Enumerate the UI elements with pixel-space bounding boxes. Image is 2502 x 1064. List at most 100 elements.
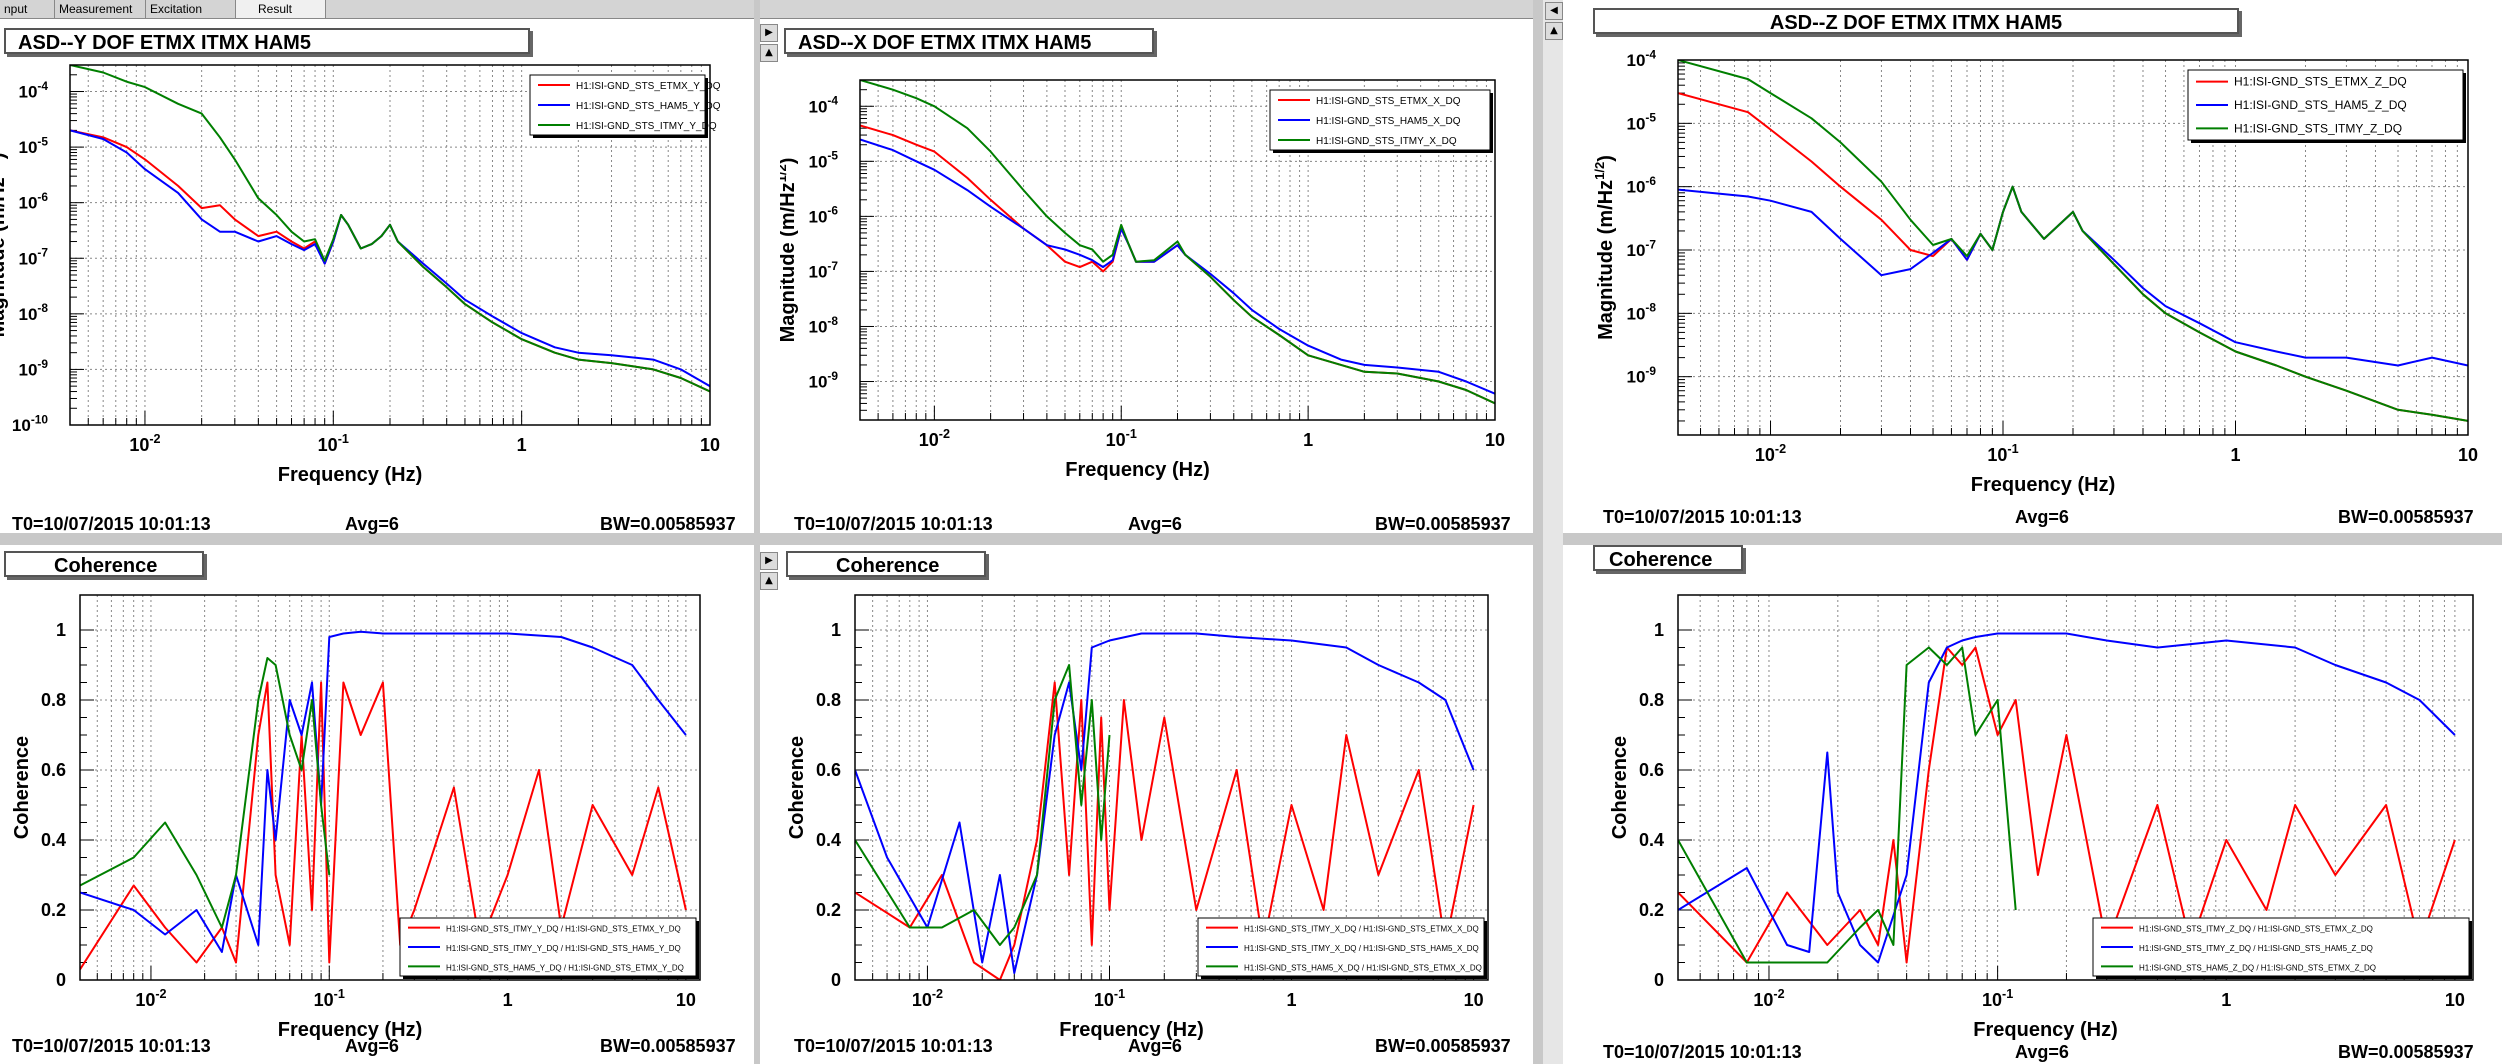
tab-result[interactable]: Result — [236, 0, 326, 18]
footer-bw: BW=0.00585937 — [600, 514, 736, 534]
x-tick-label: 10 — [676, 990, 696, 1010]
y-axis-label: Magnitude (m/Hz1/2) — [780, 158, 799, 343]
series-group — [80, 630, 687, 971]
y-tick-label: 0.6 — [41, 760, 66, 780]
y-tick-label: 1 — [831, 620, 841, 640]
y-tick-label: 10-7 — [19, 246, 49, 269]
y-tick-label: 10-6 — [19, 190, 49, 213]
y-tick-label: 0 — [56, 970, 66, 990]
series-line-green — [1678, 60, 2468, 422]
asd-z-title: ASD--Z DOF ETMX ITMX HAM5 — [1593, 8, 2239, 34]
footer-t0: T0=10/07/2015 10:01:13 — [1603, 507, 1802, 527]
plot-frame — [854, 594, 1489, 981]
legend-label: H1:ISI-GND_STS_ITMY_Y_DQ / H1:ISI-GND_ST… — [446, 944, 681, 953]
y-axis-label: Coherence — [1609, 736, 1631, 839]
y-tick-label: 0.4 — [41, 830, 66, 850]
x-axis-label: Frequency (Hz) — [1971, 474, 2115, 496]
y-tick-label: 0.8 — [816, 690, 841, 710]
legend-box — [1197, 917, 1485, 977]
y-tick-label: 0.2 — [41, 900, 66, 920]
y-tick-label: 10-9 — [19, 357, 49, 380]
x-tick-label: 10-1 — [1106, 427, 1137, 450]
y-tick-label: 0.6 — [1639, 760, 1664, 780]
footer-avg: Avg=6 — [1128, 1036, 1182, 1056]
grid — [859, 80, 1496, 421]
row-splitter-right[interactable] — [1563, 533, 2502, 545]
footer-avg: Avg=6 — [1128, 514, 1182, 534]
legend-label: H1:ISI-GND_STS_HAM5_X_DQ — [1316, 116, 1461, 127]
y-tick-label: 0.4 — [1639, 830, 1664, 850]
tab-excitation[interactable]: Excitation — [146, 0, 236, 18]
pane-splitter-2[interactable] — [1533, 0, 1543, 1064]
plot-frame — [69, 64, 711, 426]
footer-bw: BW=0.00585937 — [2338, 1042, 2474, 1062]
y-tick-label: 0.2 — [816, 900, 841, 920]
pane-splitter-1[interactable] — [754, 0, 760, 1064]
footer-t0: T0=10/07/2015 10:01:13 — [1603, 1042, 1802, 1062]
y-tick-label: 10-9 — [809, 369, 839, 392]
legend-label: H1:ISI-GND_STS_ITMY_Y_DQ / H1:ISI-GND_ST… — [446, 925, 681, 934]
series-line-blue — [855, 632, 1475, 974]
legend-label: H1:ISI-GND_STS_ITMY_Y_DQ — [576, 121, 717, 132]
footer-bw: BW=0.00585937 — [1375, 514, 1511, 534]
x-tick-label: 10-2 — [912, 987, 943, 1010]
footer-t0: T0=10/07/2015 10:01:13 — [794, 1036, 993, 1056]
y-tick-label: 10-4 — [1627, 47, 1657, 70]
footer-avg: Avg=6 — [345, 1036, 399, 1056]
series-line-red — [1678, 646, 2456, 964]
scroll-left-button[interactable]: ◀ — [1545, 2, 1563, 20]
scroll-up-button[interactable]: ▲ — [1545, 22, 1563, 40]
y-tick-label: 10-5 — [809, 149, 839, 172]
plot-frame — [859, 79, 1496, 421]
x-axis-label: Frequency (Hz) — [278, 464, 422, 486]
y-tick-label: 10-4 — [809, 94, 839, 117]
y-axis-label: Coherence — [11, 736, 33, 839]
scroll-up-button-2[interactable]: ▲ — [760, 572, 778, 590]
scroll-up-button-1[interactable]: ▲ — [760, 44, 778, 62]
x-axis-label: Frequency (Hz) — [1973, 1019, 2117, 1041]
tab-measurement[interactable]: Measurement — [55, 0, 146, 18]
x-tick-label: 1 — [503, 990, 513, 1010]
footer-avg: Avg=6 — [345, 514, 399, 534]
x-tick-label: 10-1 — [318, 432, 349, 455]
x-tick-label: 10-2 — [129, 432, 160, 455]
scroll-right-button-2[interactable]: ▶ — [760, 552, 778, 570]
coherence-z-title: Coherence — [1593, 545, 1743, 571]
legend-label: H1:ISI-GND_STS_ITMY_X_DQ / H1:ISI-GND_ST… — [1244, 944, 1479, 953]
x-tick-label: 10-1 — [314, 987, 345, 1010]
series-group — [70, 65, 710, 393]
y-tick-label: 10-10 — [12, 412, 48, 435]
x-tick-label: 10 — [2445, 990, 2465, 1010]
legend-label: H1:ISI-GND_STS_ETMX_Y_DQ — [576, 81, 721, 92]
coherence-x-pad: Coherence 10-2 10-1 1 10 0 0.2 0.4 0.6 0.8 1 Frequ… — [780, 545, 1533, 1064]
asd-z-pad: ASD--Z DOF ETMX ITMX HAM5 10-2 10-1 1 10 10-… — [1563, 0, 2502, 533]
tab-input[interactable]: nput — [0, 0, 55, 18]
y-tick-label: 1 — [1654, 620, 1664, 640]
row-splitter-left[interactable] — [0, 533, 1533, 545]
legend-box — [2187, 69, 2464, 141]
x-tick-label: 10-1 — [1987, 442, 2018, 465]
coherence-y-pad: Coherence 10-2 10-1 1 10 0 0.2 0.4 0.6 0.8 1 Frequ… — [0, 545, 754, 1064]
y-tick-label: 10-9 — [1627, 364, 1657, 387]
y-tick-label: 10-5 — [19, 134, 49, 157]
scrollbar-track[interactable] — [1543, 0, 1563, 1064]
series-group — [860, 80, 1495, 405]
series-line-green — [80, 657, 331, 929]
y-axis-label: Magnitude (m/Hz1/2) — [1592, 155, 1617, 340]
coherence-x-plot: 10-2 10-1 1 10 0 0.2 0.4 0.6 0.8 1 Frequency (Hz) C… — [786, 594, 1489, 1041]
asd-x-plot: 10-2 10-1 1 10 10-9 10-8 10-7 10-6 10-5 10-4 Frequ… — [780, 79, 1505, 481]
series-line-red — [855, 681, 1475, 980]
asd-y-plot: 10-2 10-1 1 10 10-10 10-9 10-8 10-7 10-6 10-5 10-4… — [0, 64, 721, 486]
plot-frame — [79, 594, 701, 981]
legend-box — [2092, 917, 2470, 977]
y-tick-label: 10-6 — [809, 204, 839, 227]
series-line-blue — [1678, 632, 2456, 964]
footer-t0: T0=10/07/2015 10:01:13 — [12, 1036, 211, 1056]
legend-label: H1:ISI-GND_STS_ETMX_Z_DQ — [2234, 75, 2407, 89]
legend-label: H1:ISI-GND_STS_ETMX_X_DQ — [1316, 96, 1461, 107]
scroll-right-button-1[interactable]: ▶ — [760, 24, 778, 42]
y-tick-label: 10-6 — [1627, 174, 1657, 197]
coherence-z-pad: Coherence 10-2 10-1 1 10 0 0.2 0.4 0.6 0.8 1 Frequ… — [1563, 545, 2502, 1064]
y-tick-label: 10-8 — [19, 301, 49, 324]
x-tick-label: 10 — [2458, 445, 2478, 465]
